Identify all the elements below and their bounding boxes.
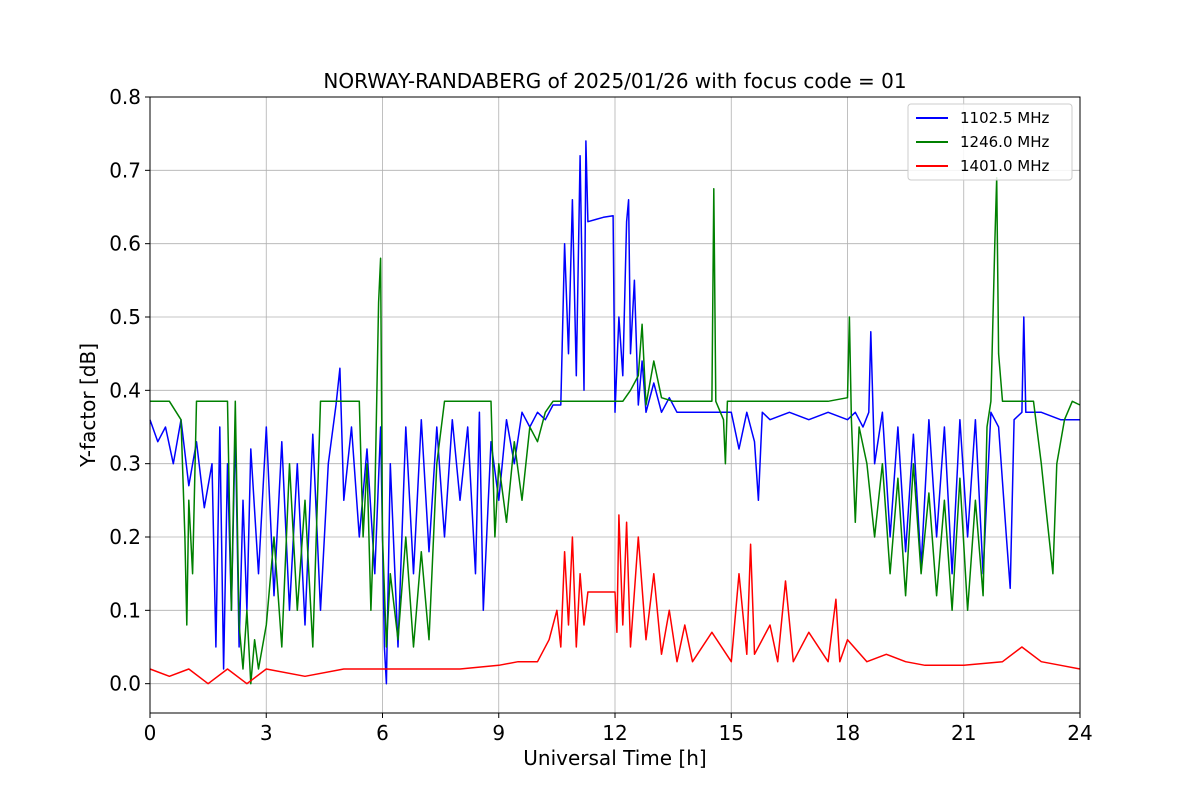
series-line-3: [149, 514, 1081, 685]
y-tick-label: 0.4: [109, 378, 141, 402]
x-tick-label: 21: [951, 721, 976, 745]
y-tick-label: 0.6: [109, 232, 141, 256]
x-tick-label: 0: [144, 721, 157, 745]
legend-label: 1401.0 MHz: [960, 157, 1049, 175]
legend-box: [907, 103, 1073, 181]
y-tick-label: 0.3: [109, 452, 141, 476]
x-tick-label: 9: [492, 721, 505, 745]
x-tick-label: 18: [835, 721, 860, 745]
y-tick-label: 0.1: [109, 598, 141, 622]
chart-title: NORWAY-RANDABERG of 2025/01/26 with focu…: [323, 69, 906, 93]
series-line-2: [150, 176, 1081, 685]
y-axis: 0.0 0.1 0.2 0.3 0.4 0.5 0.6 0.7 0.8: [109, 85, 150, 696]
legend: 1102.5 MHz 1246.0 MHz 1401.0 MHz: [907, 103, 1073, 181]
x-tick-label: 12: [602, 721, 627, 745]
y-axis-label: Y-factor [dB]: [76, 343, 100, 468]
series-layer: [149, 140, 1081, 685]
x-tick-label: 3: [260, 721, 273, 745]
x-tick-label: 15: [719, 721, 744, 745]
y-tick-label: 0.2: [109, 525, 141, 549]
x-tick-label: 6: [376, 721, 389, 745]
x-axis-label: Universal Time [h]: [523, 746, 706, 770]
y-tick-label: 0.0: [109, 672, 141, 696]
legend-label: 1102.5 MHz: [960, 109, 1049, 127]
x-axis: 0 3 6 9 12 15 18 21 24: [144, 713, 1093, 745]
y-tick-label: 0.7: [109, 158, 141, 182]
series-line-1: [149, 140, 1080, 685]
y-tick-label: 0.8: [109, 85, 141, 109]
x-tick-label: 24: [1067, 721, 1092, 745]
legend-label: 1246.0 MHz: [960, 133, 1049, 151]
y-tick-label: 0.5: [109, 305, 141, 329]
